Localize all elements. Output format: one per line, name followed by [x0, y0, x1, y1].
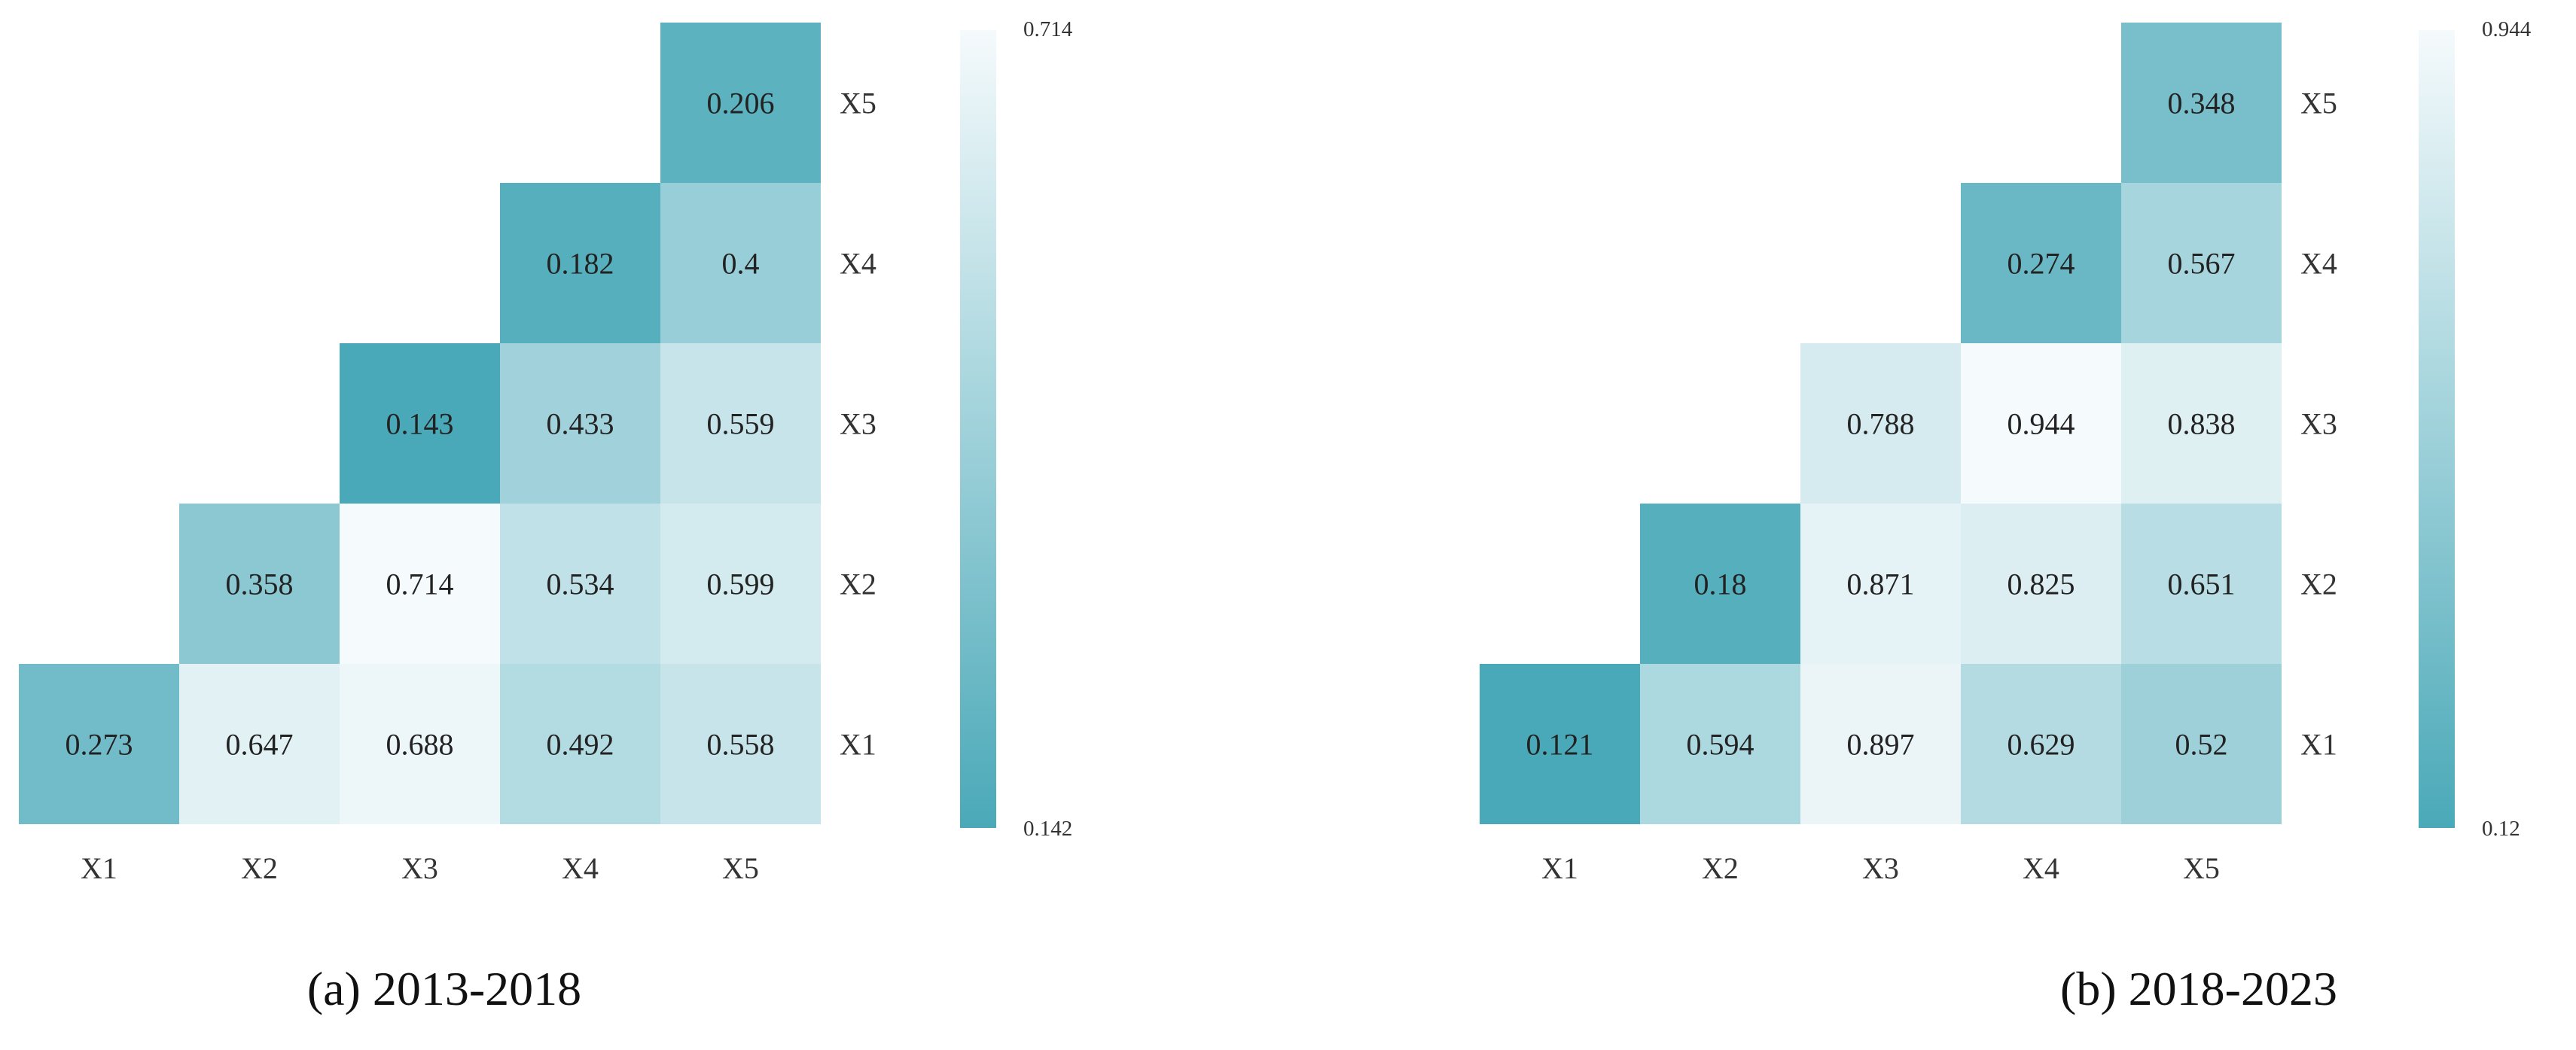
cell-value-label: 0.944 [2007, 407, 2075, 441]
cell-value-label: 0.629 [2007, 728, 2075, 762]
panel-caption: (a) 2013-2018 [307, 962, 581, 1015]
heatmap-cell [340, 664, 500, 824]
heatmap-cell [2121, 23, 2282, 183]
y-tick-label: X1 [2300, 728, 2337, 762]
y-tick-label: X4 [840, 247, 876, 281]
cell-value-label: 0.559 [707, 407, 775, 441]
cell-value-label: 0.274 [2007, 247, 2075, 281]
y-tick-label: X5 [2300, 87, 2337, 120]
cell-value-label: 0.871 [1847, 568, 1915, 601]
y-tick-label: X3 [2300, 407, 2337, 441]
cell-value-label: 0.492 [547, 728, 614, 762]
cell-value-label: 0.348 [2168, 87, 2236, 120]
x-tick-label: X3 [401, 851, 438, 885]
heatmap-cell [660, 23, 821, 183]
heatmap-cell [1800, 664, 1961, 824]
cell-value-label: 0.433 [547, 407, 614, 441]
cell-value-label: 0.143 [386, 407, 454, 441]
cell-value-label: 0.558 [707, 728, 775, 762]
x-tick-label: X1 [81, 851, 117, 885]
heatmap-cell [1961, 183, 2121, 343]
colorbar [2419, 30, 2455, 828]
heatmap-cell [500, 664, 660, 824]
heatmap-cell [1800, 343, 1961, 504]
cell-value-label: 0.714 [386, 568, 454, 601]
heatmap-cell [1961, 343, 2121, 504]
cell-value-label: 0.825 [2007, 568, 2075, 601]
cell-value-label: 0.688 [386, 728, 454, 762]
heatmap-cell [340, 343, 500, 504]
colorbar-max-label: 0.714 [1023, 17, 1073, 41]
heatmap-cell [19, 664, 179, 824]
heatmap-cell [179, 504, 340, 664]
x-tick-label: X4 [2023, 851, 2059, 885]
x-tick-label: X4 [562, 851, 599, 885]
cell-value-label: 0.647 [226, 728, 294, 762]
cell-value-label: 0.599 [707, 568, 775, 601]
cell-value-label: 0.594 [1687, 728, 1754, 762]
cell-value-label: 0.838 [2168, 407, 2236, 441]
heatmap-panel-a: 0.206 0.182 0.4 0.143 0.433 0.559 0.358 0.714 0.… [19, 17, 1073, 1015]
x-tick-label: X2 [241, 851, 278, 885]
cell-value-label: 0.897 [1847, 728, 1915, 762]
heatmap-cell [1800, 504, 1961, 664]
heatmap-cell [1961, 664, 2121, 824]
y-tick-label: X2 [840, 568, 876, 601]
cell-value-label: 0.52 [2175, 728, 2228, 762]
heatmap-cell [500, 183, 660, 343]
cell-value-label: 0.788 [1847, 407, 1915, 441]
x-tick-label: X5 [2183, 851, 2220, 885]
heatmap-cell [660, 664, 821, 824]
cell-value-label: 0.18 [1694, 568, 1747, 601]
heatmap-cell [1640, 504, 1800, 664]
panel-caption: (b) 2018-2023 [2060, 962, 2337, 1015]
heatmap-cell [500, 504, 660, 664]
cell-value-label: 0.273 [66, 728, 133, 762]
heatmap-cell [500, 343, 660, 504]
cell-value-label: 0.358 [226, 568, 294, 601]
heatmap-cell [2121, 343, 2282, 504]
y-tick-label: X4 [2300, 247, 2337, 281]
cell-value-label: 0.651 [2168, 568, 2236, 601]
cell-value-label: 0.534 [547, 568, 614, 601]
colorbar-min-label: 0.12 [2482, 817, 2520, 841]
cell-value-label: 0.206 [707, 87, 775, 120]
y-tick-label: X5 [840, 87, 876, 120]
y-tick-label: X1 [840, 728, 876, 762]
cell-value-label: 0.4 [722, 247, 760, 281]
heatmap-cell [340, 504, 500, 664]
colorbar [960, 30, 996, 828]
y-tick-label: X3 [840, 407, 876, 441]
heatmap-cell [1961, 504, 2121, 664]
x-tick-label: X3 [1862, 851, 1899, 885]
heatmap-cell [660, 504, 821, 664]
y-tick-label: X2 [2300, 568, 2337, 601]
cell-value-label: 0.121 [1526, 728, 1594, 762]
x-tick-label: X1 [1541, 851, 1578, 885]
cell-value-label: 0.567 [2168, 247, 2236, 281]
x-tick-label: X2 [1702, 851, 1739, 885]
x-tick-label: X5 [722, 851, 759, 885]
heatmap-cell [1480, 664, 1640, 824]
colorbar-max-label: 0.944 [2482, 17, 2532, 41]
heatmap-cell [2121, 664, 2282, 824]
heatmap-cell [660, 343, 821, 504]
heatmap-cell [660, 183, 821, 343]
heatmap-cell [179, 664, 340, 824]
heatmap-cell [2121, 183, 2282, 343]
cell-value-label: 0.182 [547, 247, 614, 281]
heatmap-cell [2121, 504, 2282, 664]
colorbar-min-label: 0.142 [1023, 817, 1072, 841]
heatmap-cell [1640, 664, 1800, 824]
heatmap-panel-b: 0.348 0.274 0.567 0.788 0.944 0.838 0.18 0.871 0… [1480, 17, 2532, 1015]
